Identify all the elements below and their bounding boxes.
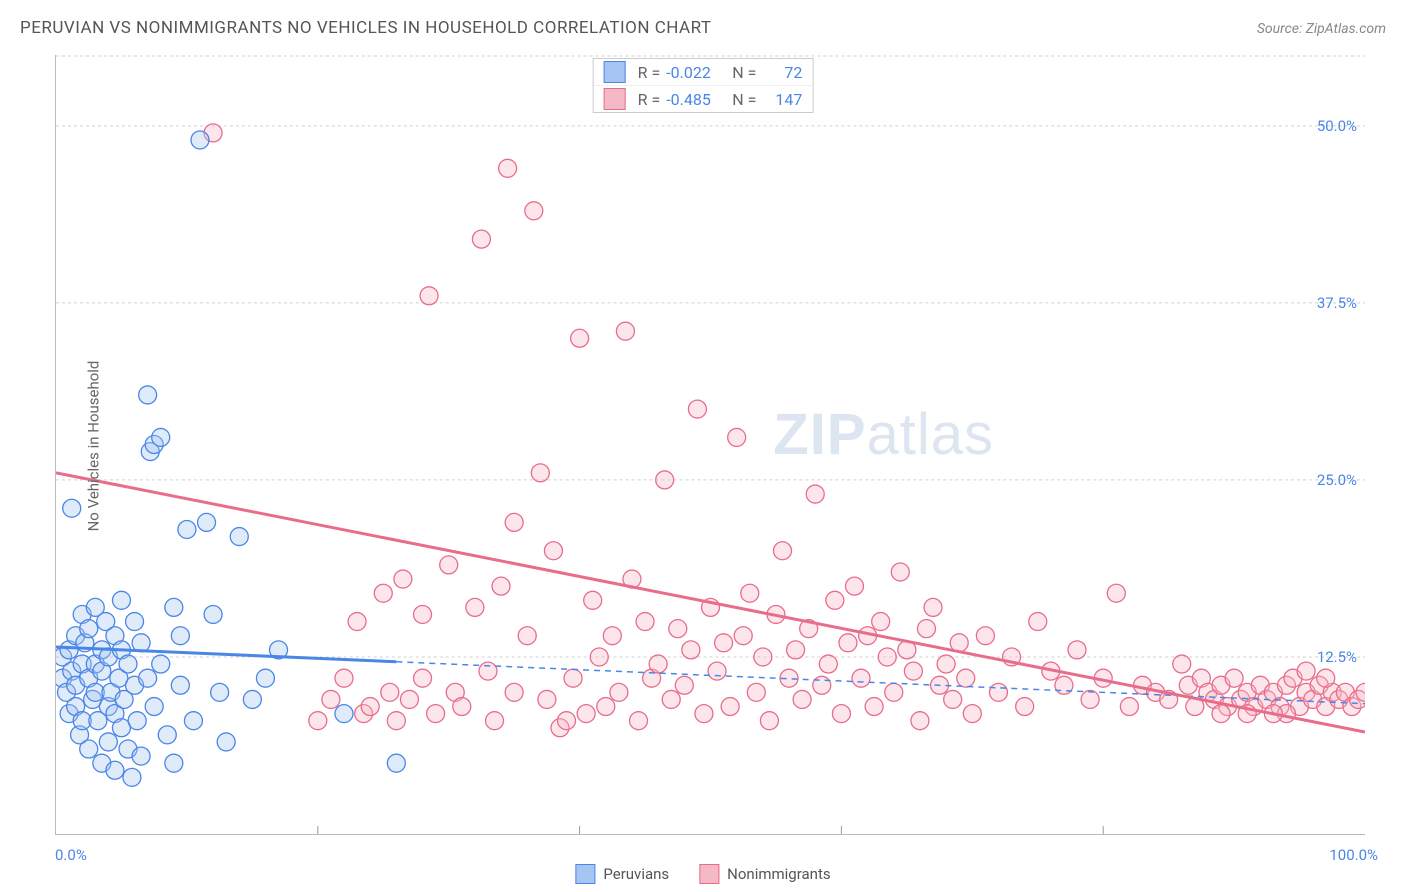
legend-r-label: R =	[638, 90, 661, 109]
scatter-plot: 12.5% 25.0% 37.5% 50.0%	[56, 55, 1365, 834]
legend-n-value-nonimmigrants: 147	[766, 90, 802, 109]
legend-r-value-nonimmigrants: -0.485	[666, 90, 724, 109]
plot-area: 12.5% 25.0% 37.5% 50.0%	[55, 55, 1365, 835]
legend-r-label: R =	[638, 63, 661, 82]
legend-n-label: N =	[724, 90, 756, 109]
legend-item-nonimmigrants: Nonimmigrants	[699, 864, 830, 884]
series-legend: Peruvians Nonimmigrants	[575, 864, 830, 884]
legend-label-nonimmigrants: Nonimmigrants	[727, 865, 830, 883]
svg-text:25.0%: 25.0%	[1317, 471, 1357, 489]
legend-n-value-peruvians: 72	[766, 63, 802, 82]
source-label: Source: ZipAtlas.com	[1257, 21, 1386, 37]
legend-swatch-nonimmigrants	[604, 88, 626, 110]
x-tick-max: 100.0%	[1329, 846, 1378, 864]
svg-text:12.5%: 12.5%	[1317, 648, 1357, 666]
legend-swatch-icon	[575, 864, 595, 884]
title-bar: PERUVIAN VS NONIMMIGRANTS NO VEHICLES IN…	[20, 18, 1386, 38]
legend-row-peruvians: R = -0.022 N = 72	[594, 59, 813, 85]
legend-label-peruvians: Peruvians	[603, 865, 669, 883]
correlation-legend: R = -0.022 N = 72 R = -0.485 N = 147	[593, 58, 814, 113]
legend-r-value-peruvians: -0.022	[666, 63, 724, 82]
legend-item-peruvians: Peruvians	[575, 864, 669, 884]
svg-text:37.5%: 37.5%	[1317, 294, 1357, 312]
legend-swatch-peruvians	[604, 61, 626, 83]
legend-swatch-icon	[699, 864, 719, 884]
legend-row-nonimmigrants: R = -0.485 N = 147	[594, 85, 813, 112]
y-axis-label: No Vehicles in Household	[84, 361, 102, 532]
x-tick-min: 0.0%	[55, 846, 87, 864]
svg-text:50.0%: 50.0%	[1317, 117, 1357, 135]
chart-title: PERUVIAN VS NONIMMIGRANTS NO VEHICLES IN…	[20, 18, 712, 38]
legend-n-label: N =	[724, 63, 756, 82]
